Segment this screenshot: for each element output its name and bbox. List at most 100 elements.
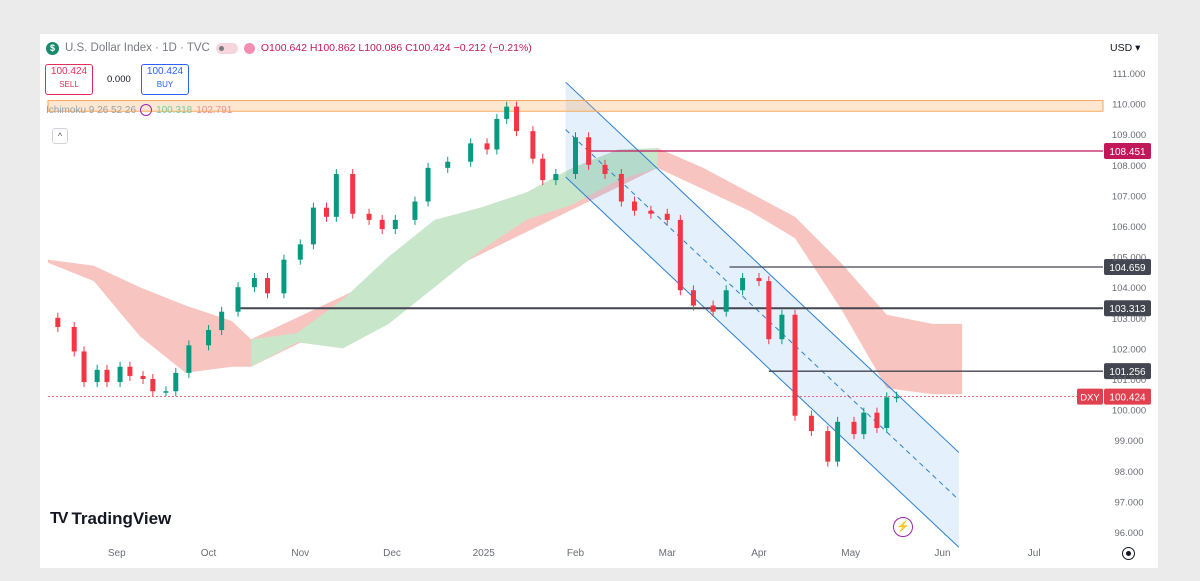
x-axis: Sep Oct Nov Dec 2025 Feb Mar Apr May Jun Jul [108, 548, 1041, 559]
candle-body [265, 278, 271, 294]
candle [792, 309, 798, 421]
candle [779, 309, 785, 345]
indicator-name[interactable]: Ichimoku 9 26 52 26 [46, 104, 137, 116]
candle [504, 101, 510, 124]
candle-body [219, 311, 225, 331]
candle-body [530, 131, 536, 159]
ichimoku-cloud-bullish [251, 147, 658, 367]
candle [723, 285, 729, 317]
candle-body [127, 366, 133, 376]
candle [379, 214, 385, 235]
candle [690, 285, 696, 311]
candle [884, 392, 890, 433]
indicator-settings-icon[interactable] [140, 104, 153, 116]
candle [127, 361, 133, 381]
candle [756, 273, 762, 287]
candle-body [140, 375, 146, 379]
x-tick-label: Dec [383, 548, 401, 559]
candle-body [117, 366, 123, 383]
y-tick-label: 109.000 [1112, 130, 1146, 141]
candle-body [392, 219, 398, 230]
y-tick-label: 101.000 [1112, 375, 1146, 386]
candle-body [104, 369, 110, 383]
level-tag-label: 108.451 [1109, 147, 1146, 158]
candle [677, 214, 683, 296]
candle [894, 391, 900, 403]
candle [140, 370, 146, 384]
candle-body [586, 137, 592, 165]
candle-body [206, 330, 212, 346]
level-tag-101.256: 101.256 [1104, 363, 1151, 380]
x-tick-label: May [841, 548, 860, 559]
indicator-value-2: 102.791 [196, 104, 233, 116]
visibility-toggle-icon[interactable] [215, 42, 238, 54]
resistance-zone [47, 100, 1104, 112]
candle-body [310, 207, 316, 245]
symbol-header: $ U.S. Dollar Index · 1D · TVC O100.642 … [46, 40, 532, 56]
collapse-legend-icon[interactable]: ^ [52, 128, 68, 144]
candle [251, 273, 257, 293]
candle-body [71, 326, 77, 352]
candle [206, 325, 212, 351]
x-tick-label: Jun [934, 548, 950, 559]
y-tick-label: 103.000 [1112, 314, 1146, 325]
candle-body [251, 278, 257, 288]
sell-button[interactable]: 100.424 SELL [45, 64, 93, 95]
indicator-legend: Ichimoku 9 26 52 26 100.318 102.791 [46, 104, 232, 116]
candle-body [540, 158, 546, 181]
candle [573, 132, 578, 179]
candle-body [412, 201, 418, 220]
symbol-tag-bg [1077, 388, 1103, 405]
candle-body [723, 290, 729, 312]
candle-body [150, 379, 156, 392]
watermark-label: TradingView [71, 509, 172, 528]
candle-body [445, 161, 451, 168]
buy-price: 100.424 [146, 66, 184, 77]
x-tick-label: Oct [201, 548, 217, 559]
candle [235, 282, 241, 317]
level-tag-bg [1104, 142, 1151, 159]
candle-body [690, 290, 696, 306]
lightning-icon[interactable]: ⚡ [893, 517, 913, 537]
y-tick-label: 104.000 [1112, 283, 1146, 294]
candle-body [573, 137, 578, 174]
y-tick-label: 100.000 [1112, 406, 1146, 417]
candle-body [710, 305, 716, 312]
price-tag-bg [1104, 388, 1151, 405]
currency-selector[interactable]: USD ▾ [1110, 42, 1141, 54]
y-tick-label: 98.000 [1114, 467, 1143, 478]
y-tick-label: 105.000 [1112, 253, 1146, 264]
symbol-title[interactable]: U.S. Dollar Index · 1D · TVC [65, 42, 210, 54]
candle [835, 416, 841, 467]
candle [648, 205, 654, 219]
y-tick-label: 110.000 [1112, 100, 1146, 111]
candle [710, 300, 716, 317]
candle [874, 407, 880, 433]
candle-body [553, 173, 559, 181]
candle [297, 239, 303, 265]
candle-body [740, 278, 746, 291]
candle-body [94, 369, 100, 383]
candle [445, 156, 451, 173]
level-tag-label: 104.659 [1109, 263, 1146, 274]
candle [117, 361, 123, 388]
x-tick-label: Sep [108, 548, 126, 559]
candle [71, 321, 77, 357]
dollar-logo-icon: $ [46, 41, 59, 55]
level-tag-104.659: 104.659 [1104, 259, 1151, 276]
candle-body [173, 372, 179, 392]
chart-settings-icon[interactable] [1122, 547, 1135, 560]
candle [81, 346, 87, 388]
y-tick-label: 97.000 [1114, 497, 1143, 508]
candle-body [792, 314, 798, 416]
candle-body [350, 173, 356, 214]
candle [392, 214, 398, 235]
candle-body [618, 173, 624, 202]
buy-button[interactable]: 100.424 BUY [141, 64, 189, 95]
candle [808, 410, 814, 437]
x-tick-label: Nov [291, 548, 309, 559]
candle-body [874, 412, 880, 428]
level-tag-bg [1104, 300, 1151, 317]
candle [664, 208, 670, 225]
